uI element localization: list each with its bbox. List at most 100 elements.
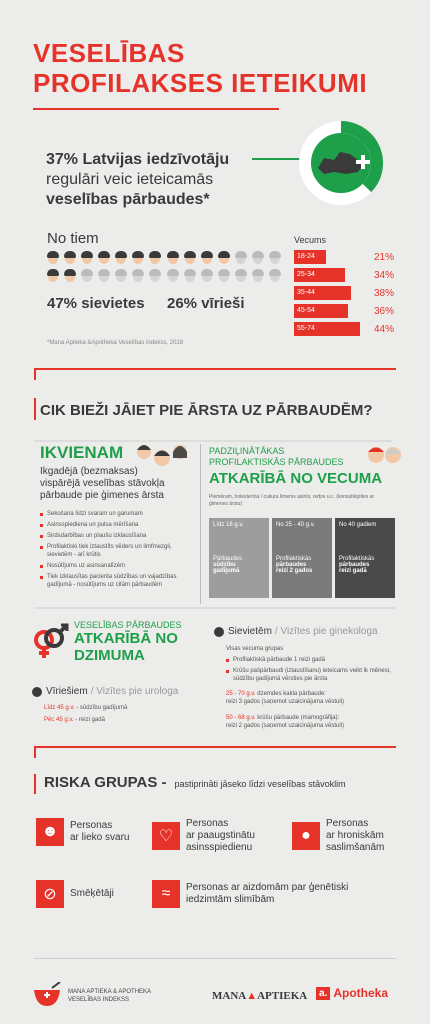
divider [34, 440, 392, 442]
person-figure-icon [131, 268, 145, 284]
person-figure-icon [114, 268, 128, 284]
dna-icon: ≈ [152, 880, 180, 908]
age-value: 21% [373, 251, 394, 263]
person-icon: ☻ [36, 818, 64, 846]
women-heading: Sievietēm / Vizītes pie ginekologa [214, 626, 378, 637]
men-figures [166, 250, 288, 286]
person-figure-icon [251, 250, 265, 266]
person-figure-icon [148, 250, 162, 266]
list-item: Profilaktiskā pārbaude 1 reizi gadā [226, 656, 396, 664]
footer-brand: MANA APTIEKA & APOTHEKA VESELĪBAS INDEKS… [68, 989, 152, 1003]
age-chart-title: Vecums [294, 235, 327, 245]
person-figure-icon [97, 268, 111, 284]
risk-item-smokers: ⊘ Smēķētāji [36, 880, 114, 908]
age-bar: 25-34 [294, 268, 345, 282]
title-divider [33, 108, 279, 110]
risk-marker [34, 774, 36, 794]
age-bar: 35-44 [294, 286, 351, 300]
section-divider [34, 368, 396, 370]
age-bar: 45-54 [294, 304, 348, 318]
frequency-title: CIK BIEŽI JĀIET PIE ĀRSTA UZ PĀRBAUDĒM? [40, 402, 373, 419]
list-item: Sirdsdarbības un plaušu izklausīšana [40, 532, 190, 540]
mortar-icon [34, 982, 61, 1006]
person-figure-icon [63, 268, 77, 284]
women-groups: Visas vecuma grupas [226, 646, 284, 652]
person-figure-icon [251, 268, 265, 284]
risk-item-pressure: ♡ Personas ar paaugstinātu asinsspiedienu [152, 818, 255, 854]
list-item: Nosūtījums uz asinsanalīzēm [40, 562, 190, 570]
family-icon [137, 445, 187, 466]
person-figure-icon [46, 268, 60, 284]
age-value: 36% [373, 305, 394, 317]
risk-heading: RISKA GRUPAS - pastiprināti jāseko līdzi… [44, 774, 346, 791]
everyone-list: Sekošana līdzi svaram un garumam Asinsspi… [40, 510, 190, 592]
latvia-donut-icon [299, 121, 383, 205]
person-figure-icon [217, 268, 231, 284]
person-figure-icon [97, 250, 111, 266]
gender-title: VESELĪBAS PĀRBAUDES ATKARĪBĀ NO DZIMUMA [74, 620, 182, 664]
apotheka-logo: a. Apotheka [316, 986, 388, 1000]
person-figure-icon [63, 250, 77, 266]
women-age-2: 50 - 68 g.v. krūšu pārbaude (mamogrāfija… [226, 715, 345, 729]
frequency-marker [34, 398, 36, 420]
person-figure-icon [200, 250, 214, 266]
men-percent: 26% vīrieši [167, 295, 245, 312]
age-row: 18-24 21% [294, 250, 394, 264]
age-box: No 40 gadiem Profilaktiskās pārbaudes reizi… [335, 518, 395, 598]
list-item: Asinsspiediena un pulsa mērīšana [40, 521, 190, 529]
age-row: 35-44 38% [294, 286, 394, 300]
of-them-label: No tiem [47, 230, 99, 247]
age-value: 38% [373, 287, 394, 299]
age-bar: 18-24 [294, 250, 326, 264]
age-row: 55-74 44% [294, 322, 394, 336]
footer-divider [34, 958, 396, 959]
section-marker [34, 746, 36, 758]
age-value: 34% [373, 269, 394, 281]
women-percent: 47% sievietes [47, 295, 145, 312]
man-icon [32, 686, 42, 697]
section-marker [34, 368, 36, 380]
person-figure-icon [234, 268, 248, 284]
women-figures [46, 250, 168, 286]
pill-icon: ● [292, 822, 320, 850]
men-row-1: Līdz 45 g.v. - sūdzību gadījumā [44, 705, 128, 711]
stat-headline: 37% Latvijas iedzīvotāju regulāri veic i… [46, 151, 230, 208]
person-figure-icon [217, 250, 231, 266]
section-divider [34, 746, 396, 748]
divider [34, 607, 396, 609]
person-figure-icon [166, 268, 180, 284]
age-box: Līdz 18 g.v. Pārbaudes sūdzību gadījumā [209, 518, 269, 598]
person-figure-icon [80, 268, 94, 284]
footnote: *Mana Aptieka &Apotheka Veselības indeks… [47, 340, 184, 346]
heartbeat-icon: ♡ [152, 822, 180, 850]
page-title: VESELĪBAS PROFILAKSES IETEIKUMI [33, 38, 368, 98]
age-box: No 25 - 40 g.v. Profilaktiskās pārbaudes re… [272, 518, 332, 598]
person-figure-icon [114, 250, 128, 266]
mana-aptieka-logo: MANA▲APTIEKA [212, 990, 308, 1002]
person-figure-icon [148, 268, 162, 284]
everyone-sub: Ikgadējā (bezmaksas) vispārējā veselības… [40, 466, 165, 501]
risk-item-genetic: ≈ Personas ar aizdomām par ģenētiski iedz… [152, 880, 348, 908]
risk-item-chronic: ● Personas ar hroniskām saslimšanām [292, 818, 384, 854]
age-value: 44% [373, 323, 394, 335]
person-figure-icon [166, 250, 180, 266]
person-figure-icon [183, 250, 197, 266]
person-figure-icon [268, 250, 282, 266]
person-figure-icon [200, 268, 214, 284]
gender-symbols-icon [34, 623, 69, 658]
person-figure-icon [183, 268, 197, 284]
risk-item-weight: ☻ Personas ar lieko svaru [36, 818, 129, 846]
age-row: 45-54 36% [294, 304, 394, 318]
advanced-desc: Piemēram, holesterīna / cukura līmenis a… [209, 494, 375, 507]
age-chart: 18-24 21% 25-34 34% 35-44 38% 45-54 36% 55-74 44% [294, 250, 394, 340]
advanced-title-main: ATKARĪBĀ NO VECUMA [209, 470, 383, 487]
person-figure-icon [268, 268, 282, 284]
women-list: Profilaktiskā pārbaude 1 reizi gadā Krūš… [226, 656, 396, 686]
men-row-2: Pēc 45 g.v. - reizi gadā [44, 717, 105, 723]
cigarette-icon: ⊘ [36, 880, 64, 908]
person-figure-icon [80, 250, 94, 266]
advanced-title: PADZIĻINĀTĀKAS PROFILAKTISKĀS PĀRBAUDES [209, 446, 344, 467]
stat-connector [252, 158, 300, 160]
woman-icon [214, 626, 224, 637]
list-item: Krūšu pašpārbaudi (izt​austīšanu) ieteic… [226, 667, 396, 683]
